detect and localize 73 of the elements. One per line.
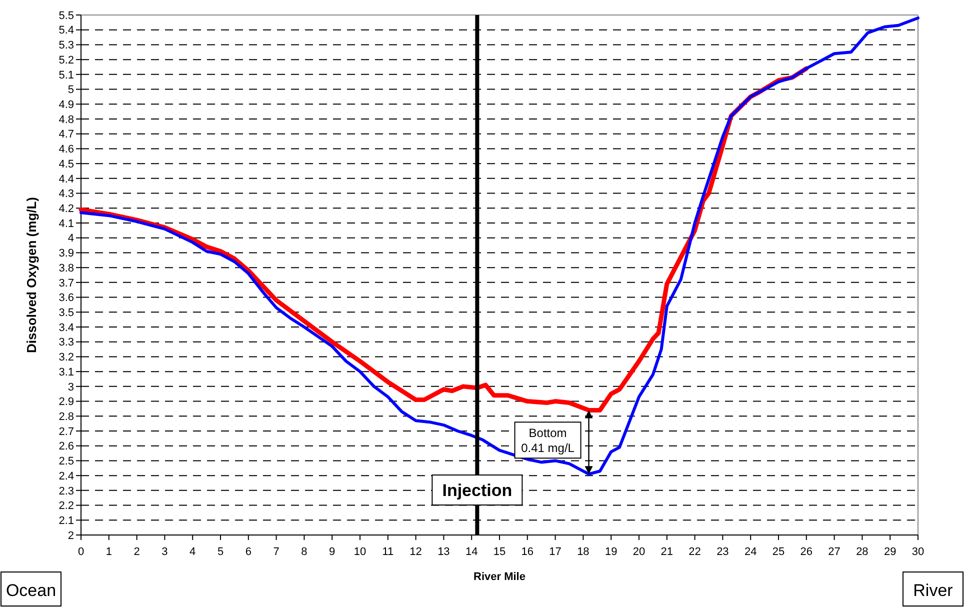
- x-tick-label: 13: [438, 546, 450, 558]
- y-tick-label: 3.3: [58, 336, 74, 349]
- y-tick-label: 3.2: [58, 352, 74, 364]
- x-tick-label: 2: [134, 546, 140, 558]
- y-tick-label: 3: [68, 381, 74, 394]
- y-tick-label: 4.4: [58, 173, 74, 186]
- y-tick-label: 3.7: [58, 277, 74, 290]
- y-tick-label: 4.6: [58, 144, 74, 156]
- y-tick-label: 5.1: [58, 69, 74, 82]
- x-tick-label: 27: [828, 546, 840, 558]
- y-tick-label: 5.3: [58, 40, 74, 52]
- y-tick-label: 2.7: [58, 426, 74, 438]
- y-tick-label: 2.1: [58, 514, 74, 527]
- x-tick-label: 25: [772, 546, 785, 558]
- y-tick-label: 2.9: [58, 396, 74, 408]
- y-tick-label: 2.4: [58, 470, 74, 482]
- ref-line-label: Injection: [442, 480, 512, 500]
- y-tick-label: 3.1: [58, 366, 74, 378]
- y-tick-label: 5.2: [58, 54, 74, 66]
- x-tick-label: 5: [217, 546, 224, 558]
- x-tick-label: 9: [329, 546, 336, 558]
- y-tick-label: 3.9: [58, 248, 74, 260]
- x-axis-title: River Mile: [474, 571, 526, 583]
- x-tick-label: 22: [688, 546, 701, 558]
- x-tick-label: 19: [604, 546, 618, 558]
- x-tick-label: 21: [660, 546, 674, 558]
- x-tick-label: 14: [465, 546, 478, 558]
- y-tick-label: 4: [68, 232, 74, 245]
- y-axis-title: Dissolved Oxygen (mg/L): [24, 196, 39, 354]
- x-tick-label: 18: [577, 546, 590, 558]
- x-tick-label: 7: [273, 546, 280, 558]
- x-tick-label: 6: [245, 546, 252, 558]
- x-tick-label: 24: [744, 546, 757, 558]
- y-tick-label: 2.5: [58, 456, 74, 468]
- x-tick-label: 3: [162, 546, 168, 558]
- y-tick-label: 2.3: [58, 485, 74, 498]
- annotation: Bottom 0.41 mg/L: [521, 426, 575, 456]
- y-tick-label: 5: [68, 84, 74, 96]
- y-tick-label: 4.3: [58, 188, 74, 200]
- x-tick-label: 10: [354, 546, 366, 558]
- text: River: [913, 580, 954, 600]
- x-tick-label: 30: [912, 546, 924, 558]
- x-tick-label: 12: [410, 546, 422, 558]
- x-tick-label: 29: [884, 546, 896, 558]
- x-tick-label: 11: [382, 546, 394, 558]
- y-tick-label: 4.1: [58, 218, 74, 230]
- text: Ocean: [6, 580, 56, 600]
- y-tick-label: 2: [68, 530, 74, 542]
- x-tick-label: 15: [493, 546, 506, 558]
- x-tick-label: 16: [521, 546, 534, 558]
- y-tick-label: 4.9: [58, 98, 74, 111]
- y-tick-label: 3.8: [58, 262, 74, 274]
- x-tick-label: 1: [106, 546, 112, 558]
- x-tick-label: 26: [800, 546, 813, 558]
- x-tick-label: 4: [190, 546, 196, 558]
- x-tick-label: 20: [632, 546, 646, 558]
- x-tick-label: 17: [549, 546, 562, 558]
- y-tick-label: 2.2: [58, 500, 74, 512]
- y-tick-label: 2.6: [58, 440, 74, 453]
- y-tick-label: 4.8: [58, 114, 74, 126]
- x-tick-label: 23: [716, 546, 729, 558]
- y-tick-label: 2.8: [58, 410, 74, 423]
- y-tick-label: 4.2: [58, 202, 74, 215]
- y-tick-label: 4.7: [58, 128, 74, 141]
- y-tick-label: 5.5: [58, 10, 74, 22]
- x-tick-label: 0: [78, 546, 84, 558]
- x-tick-label: 8: [301, 546, 308, 558]
- y-tick-label: 3.4: [58, 322, 74, 334]
- y-tick-label: 3.5: [58, 306, 74, 319]
- y-tick-label: 3.6: [58, 292, 74, 304]
- y-tick-label: 4.5: [58, 158, 74, 170]
- y-tick-label: 5.4: [58, 24, 74, 37]
- x-tick-label: 28: [856, 546, 868, 558]
